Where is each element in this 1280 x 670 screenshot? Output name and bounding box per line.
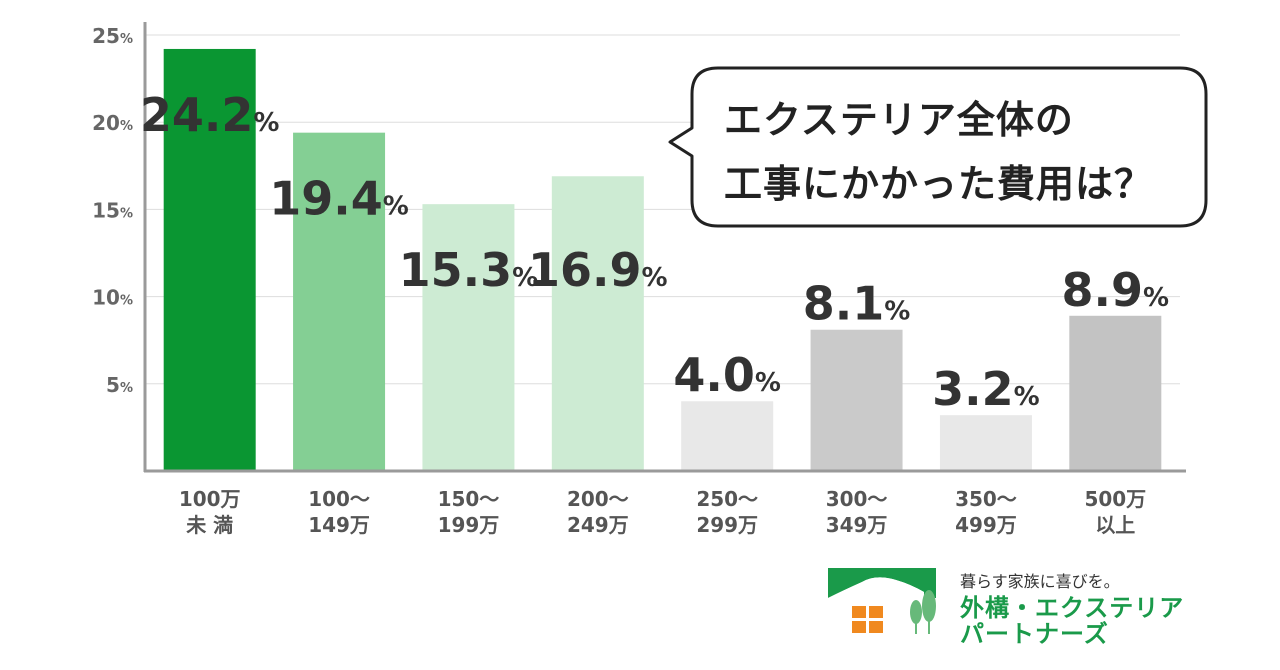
y-tick-label: 5% xyxy=(106,373,133,397)
bar xyxy=(1069,315,1162,471)
category-label-line-2: 未 満 xyxy=(186,513,233,537)
data-label: 3.2% xyxy=(932,362,1040,416)
company-logo: 暮らす家族に喜びを。 外構・エクステリア パートナーズ xyxy=(828,562,1248,662)
logo-tagline: 暮らす家族に喜びを。 xyxy=(960,572,1120,591)
bars xyxy=(163,48,1162,472)
y-tick-label: 20% xyxy=(92,111,133,135)
y-tick-label: 10% xyxy=(92,286,133,310)
logo-brand-line-2: パートナーズ xyxy=(960,620,1109,648)
data-label: 24.2% xyxy=(140,88,280,142)
callout-text: エクステリア全体の 工事にかかった費用は？ xyxy=(724,88,1194,216)
category-label-line-1: 100～ xyxy=(308,487,370,511)
bar xyxy=(810,329,903,471)
category-label-line-1: 250～ xyxy=(696,487,758,511)
category-label-line-2: 149万 xyxy=(308,513,370,537)
y-tick-label: 25% xyxy=(92,24,133,48)
bar xyxy=(939,415,1032,471)
bar xyxy=(681,401,774,471)
category-label-line-2: 以上 xyxy=(1095,513,1135,537)
bar xyxy=(163,48,256,472)
category-label-line-1: 100万 xyxy=(179,487,241,511)
bar xyxy=(551,176,644,471)
data-label: 8.1% xyxy=(803,277,911,331)
data-label: 4.0% xyxy=(673,348,781,402)
bar xyxy=(422,204,515,471)
category-label-line-2: 499万 xyxy=(955,513,1017,537)
data-label: 16.9% xyxy=(528,243,668,297)
callout-line-1: エクステリア全体の xyxy=(724,98,1074,142)
category-label-line-2: 349万 xyxy=(826,513,888,537)
category-label-line-1: 350～ xyxy=(955,487,1017,511)
data-label: 8.9% xyxy=(1062,263,1170,317)
callout-bubble xyxy=(668,66,1208,228)
y-tick-label: 15% xyxy=(92,198,133,222)
bar xyxy=(293,132,386,471)
category-label-line-1: 150～ xyxy=(438,487,500,511)
category-label-line-1: 500万 xyxy=(1084,487,1146,511)
category-label-line-1: 200～ xyxy=(567,487,629,511)
callout-line-2: 工事にかかった費用は？ xyxy=(724,162,1154,206)
data-label: 19.4% xyxy=(269,172,409,226)
category-label-line-2: 299万 xyxy=(696,513,758,537)
data-label: 15.3% xyxy=(399,243,539,297)
category-label-line-2: 249万 xyxy=(567,513,629,537)
category-label-line-2: 199万 xyxy=(438,513,500,537)
category-label-line-1: 300～ xyxy=(826,487,888,511)
y-axis-ticks: 5% 10% 15% 20% 25% xyxy=(92,24,133,397)
house-and-trees-icon xyxy=(828,568,936,634)
logo-brand-line-1: 外構・エクステリア xyxy=(960,594,1185,622)
